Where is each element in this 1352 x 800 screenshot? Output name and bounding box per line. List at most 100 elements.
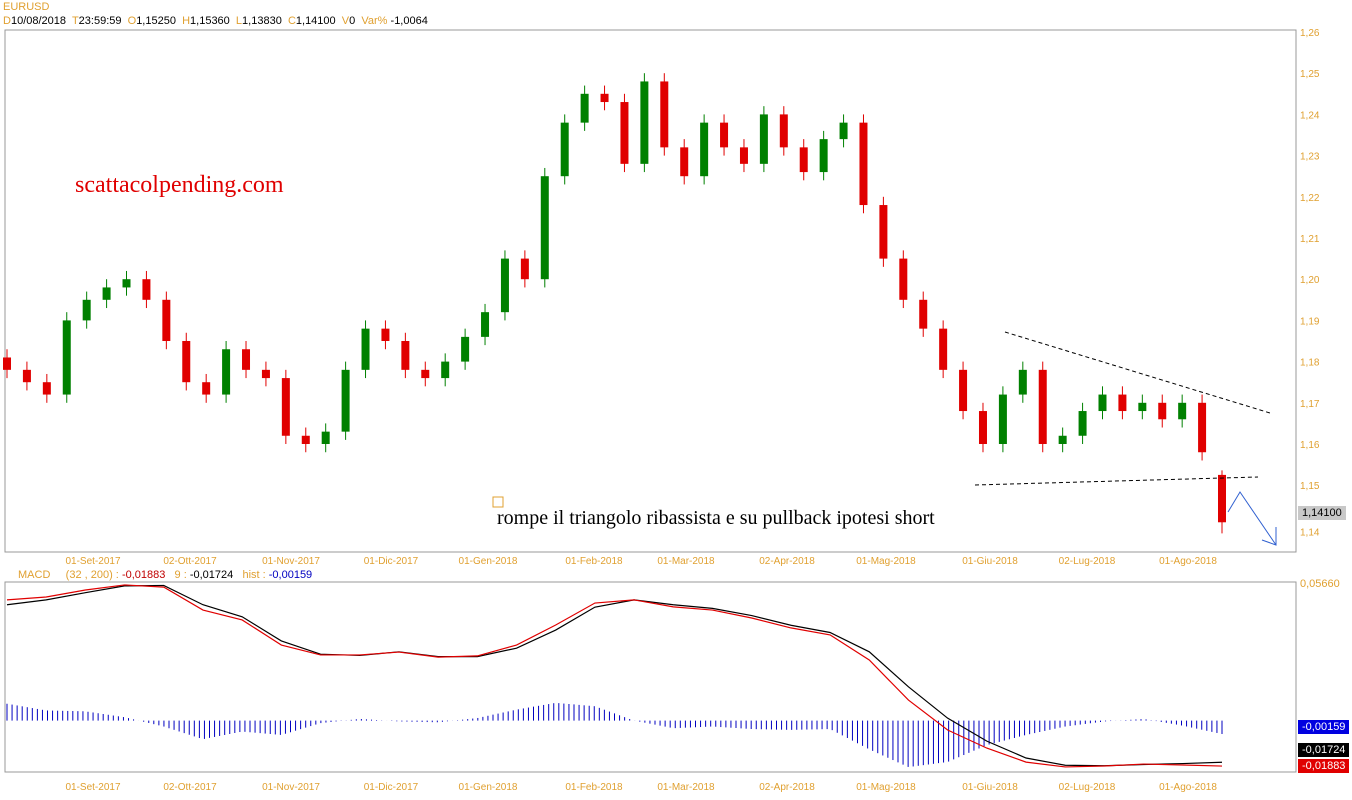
price-tick-label: 1,21	[1300, 234, 1320, 245]
candle-body	[680, 147, 689, 177]
candle-body	[62, 320, 71, 395]
candle-body	[341, 369, 350, 432]
last-price-label: 1,14100	[1298, 506, 1346, 520]
date-tick-label: 01-Nov-2017	[262, 556, 320, 567]
annotation-marker[interactable]	[492, 496, 504, 508]
price-tick-label: 1,24	[1300, 110, 1320, 121]
candle-body	[520, 258, 529, 280]
date-tick-label: 01-Gen-2018	[459, 556, 518, 567]
candle-body	[998, 394, 1007, 444]
candle-body	[321, 431, 330, 444]
macd-header: MACD (32 , 200) : -0,01883 9 : -0,01724 …	[18, 569, 313, 581]
signal-value-label: -0,01724	[1298, 743, 1350, 757]
ohlc-readout: D10/08/2018 T23:59:59 O1,15250 H1,15360 …	[3, 15, 428, 27]
date-tick-label: 02-Apr-2018	[759, 556, 815, 567]
date-tick-label: 01-Mar-2018	[657, 556, 715, 567]
lower-trendline[interactable]	[974, 476, 1259, 486]
date-tick-label: 02-Ott-2017	[163, 556, 217, 567]
date-axis: 01-Set-2017 01-Set-2017 02-Ott-2017 02-Ott-…	[65, 556, 1217, 793]
date-tick-label: 01-Giu-2018	[962, 782, 1018, 793]
price-axis: 1,14 1,15 1,16 1,17 1,18 1,19 1,20 1,21 1,22 1,23…	[1300, 28, 1320, 538]
annotation-text[interactable]: rompe il triangolo ribassista e su pullb…	[497, 507, 935, 529]
candle-body	[281, 378, 290, 436]
candle-body	[122, 279, 131, 288]
candle-body	[82, 299, 91, 321]
price-tick-label: 1,17	[1300, 399, 1320, 410]
date-tick-label: 01-Mag-2018	[856, 556, 916, 567]
candle-body	[142, 279, 151, 300]
candle-body	[461, 336, 470, 362]
candle-body	[202, 382, 211, 395]
candle-body	[1218, 474, 1226, 523]
candle-body	[799, 147, 808, 173]
candles	[3, 73, 1226, 534]
date-tick-label: 01-Feb-2018	[565, 556, 623, 567]
candle-body	[421, 369, 430, 379]
candle-body	[1018, 369, 1027, 395]
candle-body	[261, 369, 270, 379]
date-tick-label: 01-Nov-2017	[262, 782, 320, 793]
price-tick-label: 1,26	[1300, 28, 1320, 39]
price-tick-label: 1,18	[1300, 358, 1320, 369]
candle-body	[481, 312, 490, 337]
candle-body	[660, 81, 669, 148]
date-tick-label: 01-Dic-2017	[364, 556, 419, 567]
candle-body	[102, 287, 111, 300]
candle-body	[700, 122, 709, 177]
price-panel	[4, 29, 1297, 553]
price-tick-label: 1,20	[1300, 275, 1320, 286]
macd-axis-top: 0,05660	[1300, 578, 1340, 590]
candle-body	[500, 258, 509, 313]
candle-body	[839, 122, 848, 140]
down-arrow-icon[interactable]	[1227, 491, 1277, 546]
candle-body	[1078, 411, 1087, 436]
hist-value-label: -0,00159	[1298, 720, 1350, 734]
candle-body	[361, 328, 370, 370]
candle-body	[779, 114, 788, 148]
date-tick-label: 01-Ago-2018	[1159, 556, 1217, 567]
macd-plot	[6, 584, 1223, 768]
candle-body	[978, 411, 987, 444]
macd-value-label: -0,01883	[1298, 759, 1350, 773]
candle-body	[22, 369, 31, 383]
candle-body	[242, 349, 251, 370]
candle-body	[1198, 402, 1207, 453]
price-tick-label: 1,16	[1300, 440, 1320, 451]
candle-body	[222, 349, 231, 395]
watermark: scattacolpending.com	[75, 172, 284, 198]
symbol-title: EURUSD	[3, 1, 50, 13]
candle-body	[301, 435, 310, 444]
candle-body	[1098, 394, 1107, 412]
price-tick-label: 1,22	[1300, 193, 1320, 204]
candle-body	[441, 361, 450, 379]
date-tick-label: 01-Feb-2018	[565, 782, 623, 793]
candle-body	[939, 328, 948, 370]
candle-body	[540, 176, 549, 280]
price-tick-label: 1,14	[1300, 527, 1320, 538]
price-tick-label: 1,15	[1300, 481, 1320, 492]
candle-body	[381, 328, 390, 341]
candle-body	[819, 139, 828, 173]
candle-body	[1118, 394, 1127, 412]
candle-body	[162, 299, 171, 341]
price-tick-label: 1,19	[1300, 316, 1320, 327]
candle-body	[919, 299, 928, 329]
macd-line	[6, 584, 1223, 768]
candle-body	[739, 147, 748, 164]
candle-body	[720, 122, 729, 148]
candle-body	[1038, 369, 1047, 444]
candle-body	[759, 114, 768, 164]
candle-body	[640, 81, 649, 164]
date-tick-label: 01-Ago-2018	[1159, 782, 1217, 793]
candle-body	[600, 93, 609, 103]
candle-body	[1138, 402, 1147, 412]
date-tick-label: 02-Lug-2018	[1059, 556, 1116, 567]
candle-body	[859, 122, 868, 206]
date-tick-label: 02-Lug-2018	[1059, 782, 1116, 793]
signal-line	[6, 584, 1223, 767]
candle-body	[959, 369, 968, 412]
candle-body	[42, 382, 51, 395]
candle-body	[3, 357, 11, 370]
candle-body	[560, 122, 569, 177]
